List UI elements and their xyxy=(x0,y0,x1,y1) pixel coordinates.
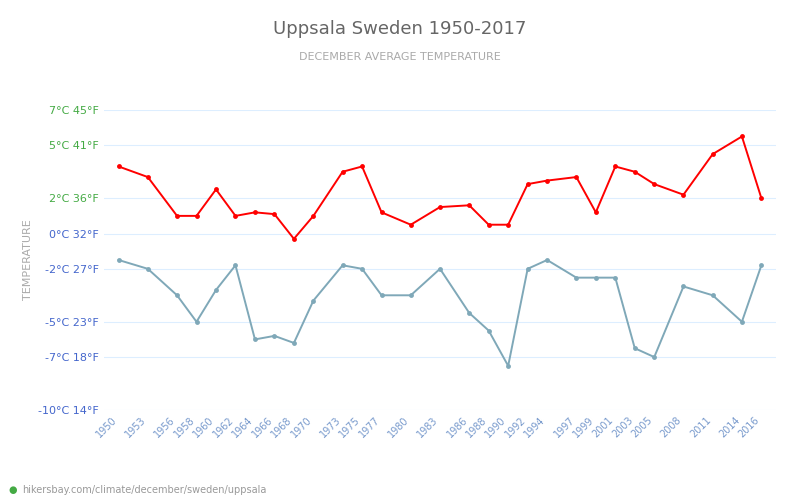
NIGHT xyxy=(465,310,474,316)
NIGHT xyxy=(571,274,581,280)
DAY xyxy=(406,222,415,228)
NIGHT xyxy=(192,319,202,325)
NIGHT xyxy=(250,336,260,342)
NIGHT xyxy=(542,257,552,263)
NIGHT xyxy=(406,292,415,298)
DAY xyxy=(143,174,153,180)
Text: ●: ● xyxy=(8,485,17,495)
DAY xyxy=(523,181,533,187)
DAY xyxy=(503,222,513,228)
NIGHT xyxy=(309,298,318,304)
DAY xyxy=(338,169,347,175)
NIGHT xyxy=(484,328,494,334)
NIGHT xyxy=(503,363,513,369)
NIGHT xyxy=(211,287,221,293)
Text: Uppsala Sweden 1950-2017: Uppsala Sweden 1950-2017 xyxy=(274,20,526,38)
NIGHT xyxy=(377,292,386,298)
NIGHT xyxy=(591,274,601,280)
DAY xyxy=(678,192,688,198)
NIGHT xyxy=(678,284,688,290)
NIGHT xyxy=(757,262,766,268)
DAY xyxy=(192,213,202,219)
DAY xyxy=(737,134,746,140)
NIGHT xyxy=(435,266,445,272)
DAY xyxy=(757,195,766,201)
NIGHT xyxy=(338,262,347,268)
DAY xyxy=(542,178,552,184)
NIGHT xyxy=(630,345,639,351)
DAY xyxy=(630,169,639,175)
DAY xyxy=(172,213,182,219)
DAY xyxy=(435,204,445,210)
NIGHT xyxy=(650,354,659,360)
NIGHT xyxy=(523,266,533,272)
DAY xyxy=(289,236,298,242)
DAY xyxy=(377,210,386,216)
DAY xyxy=(610,164,620,170)
DAY xyxy=(484,222,494,228)
NIGHT xyxy=(230,262,240,268)
DAY xyxy=(114,164,123,170)
DAY xyxy=(571,174,581,180)
DAY xyxy=(309,213,318,219)
DAY xyxy=(250,210,260,216)
NIGHT xyxy=(172,292,182,298)
NIGHT xyxy=(114,257,123,263)
NIGHT xyxy=(737,319,746,325)
DAY xyxy=(465,202,474,208)
Line: NIGHT: NIGHT xyxy=(116,258,764,368)
DAY xyxy=(708,151,718,157)
Y-axis label: TEMPERATURE: TEMPERATURE xyxy=(23,220,33,300)
NIGHT xyxy=(358,266,367,272)
DAY xyxy=(650,181,659,187)
DAY xyxy=(230,213,240,219)
DAY xyxy=(358,164,367,170)
DAY xyxy=(270,211,279,217)
Text: DECEMBER AVERAGE TEMPERATURE: DECEMBER AVERAGE TEMPERATURE xyxy=(299,52,501,62)
Legend: NIGHT, DAY: NIGHT, DAY xyxy=(362,495,518,500)
Text: hikersbay.com/climate/december/sweden/uppsala: hikersbay.com/climate/december/sweden/up… xyxy=(22,485,266,495)
NIGHT xyxy=(610,274,620,280)
NIGHT xyxy=(143,266,153,272)
DAY xyxy=(591,210,601,216)
DAY xyxy=(211,186,221,192)
NIGHT xyxy=(708,292,718,298)
NIGHT xyxy=(289,340,298,346)
Line: DAY: DAY xyxy=(116,134,764,242)
NIGHT xyxy=(270,333,279,339)
